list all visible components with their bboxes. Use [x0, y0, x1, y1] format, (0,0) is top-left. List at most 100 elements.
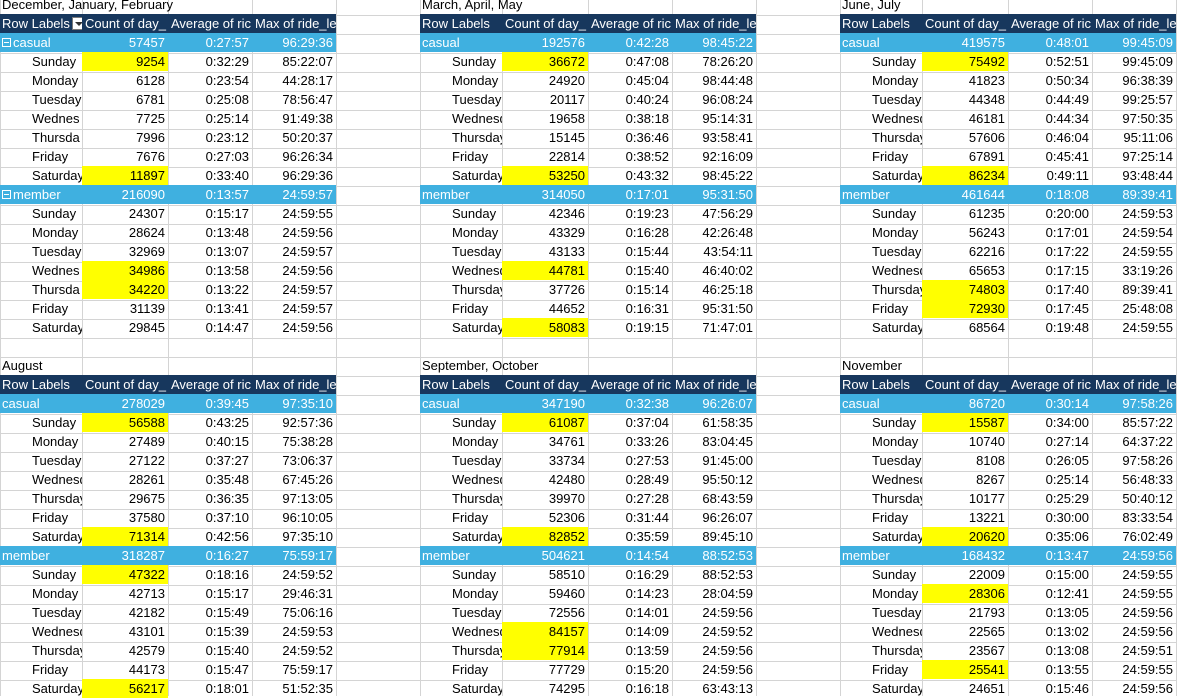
pivot-day-row[interactable]: Friday 31139 0:13:41 24:59:57	[0, 299, 336, 318]
group-average[interactable]: 0:30:14	[1045, 396, 1089, 411]
pivot-day-row[interactable]: Thursda 34220 0:13:22 24:59:57	[0, 280, 336, 299]
day-average[interactable]: 0:19:48	[1045, 320, 1089, 335]
day-average[interactable]: 0:15:40	[205, 643, 249, 658]
day-count[interactable]: 42182	[128, 605, 165, 620]
day-average[interactable]: 0:13:02	[1045, 624, 1089, 639]
day-average[interactable]: 0:15:20	[625, 662, 669, 677]
pivot-group-row[interactable]: member 216090 0:13:57 24:59:57	[0, 185, 336, 204]
day-count[interactable]: 22009	[968, 567, 1005, 582]
day-average[interactable]: 0:16:31	[625, 301, 669, 316]
pivot-day-row[interactable]: Monday 24920 0:45:04 98:44:48	[420, 71, 756, 90]
day-label[interactable]: Thursday	[32, 643, 82, 658]
day-label[interactable]: Friday	[32, 149, 69, 164]
group-average[interactable]: 0:48:01	[1045, 35, 1089, 50]
pivot-day-row[interactable]: Monday 28306 0:12:41 24:59:55	[840, 584, 1176, 603]
day-label[interactable]: Thursday	[32, 491, 82, 506]
day-label[interactable]: Saturday	[452, 681, 502, 696]
pivot-day-row[interactable]: Thursday 15145 0:36:46 93:58:41	[420, 128, 756, 147]
day-max[interactable]: 97:13:05	[282, 491, 333, 506]
average-header[interactable]: Average of ric	[171, 377, 251, 392]
day-label[interactable]: Saturday	[32, 681, 82, 696]
pivot-day-row[interactable]: Saturday 58083 0:19:15 71:47:01	[420, 318, 756, 337]
pivot-day-row[interactable]: Monday 34761 0:33:26 83:04:45	[420, 432, 756, 451]
group-count[interactable]: 216090	[121, 187, 165, 202]
pivot-day-row[interactable]: Monday 42713 0:15:17 29:46:31	[0, 584, 336, 603]
day-max[interactable]: 97:58:26	[1122, 453, 1173, 468]
day-count[interactable]: 59460	[548, 586, 585, 601]
day-label[interactable]: Thursda	[32, 282, 80, 297]
day-max[interactable]: 71:47:01	[702, 320, 753, 335]
row-labels-header[interactable]: Row Labels	[420, 375, 502, 394]
day-average[interactable]: 0:20:00	[1045, 206, 1089, 221]
day-average[interactable]: 0:13:08	[1045, 643, 1089, 658]
pivot-day-row[interactable]: Friday 44652 0:16:31 95:31:50	[420, 299, 756, 318]
day-count[interactable]: 25541	[922, 660, 1008, 679]
day-max[interactable]: 85:57:22	[1122, 415, 1173, 430]
pivot-day-row[interactable]: Friday 77729 0:15:20 24:59:56	[420, 660, 756, 679]
day-label[interactable]: Wednesday	[32, 624, 82, 639]
day-count[interactable]: 58083	[502, 318, 588, 337]
day-average[interactable]: 0:38:52	[625, 149, 669, 164]
day-label[interactable]: Sunday	[452, 567, 497, 582]
pivot-day-row[interactable]: Wednes 34986 0:13:58 24:59:56	[0, 261, 336, 280]
day-max[interactable]: 24:59:56	[1122, 681, 1173, 696]
day-max[interactable]: 24:59:56	[1122, 624, 1173, 639]
day-max[interactable]: 88:52:53	[702, 567, 753, 582]
day-count[interactable]: 33734	[548, 453, 585, 468]
day-average[interactable]: 0:19:23	[625, 206, 669, 221]
day-label[interactable]: Thursday	[452, 130, 502, 145]
day-average[interactable]: 0:45:04	[625, 73, 669, 88]
day-max[interactable]: 24:59:56	[702, 605, 753, 620]
day-label[interactable]: Friday	[32, 510, 69, 525]
day-max[interactable]: 83:04:45	[702, 434, 753, 449]
day-label[interactable]: Friday	[452, 510, 489, 525]
day-max[interactable]: 96:29:36	[282, 168, 333, 183]
pivot-day-row[interactable]: Monday 6128 0:23:54 44:28:17	[0, 71, 336, 90]
day-max[interactable]: 96:08:24	[702, 92, 753, 107]
day-max[interactable]: 93:48:44	[1122, 168, 1173, 183]
day-label[interactable]: Tuesday	[32, 92, 82, 107]
group-max[interactable]: 24:59:56	[1122, 548, 1173, 563]
group-count[interactable]: 86720	[968, 396, 1005, 411]
day-count[interactable]: 37726	[548, 282, 585, 297]
day-average[interactable]: 0:37:04	[625, 415, 669, 430]
day-count[interactable]: 72556	[548, 605, 585, 620]
day-count[interactable]: 57606	[968, 130, 1005, 145]
day-max[interactable]: 97:35:10	[282, 529, 333, 544]
pivot-day-row[interactable]: Tuesday 33734 0:27:53 91:45:00	[420, 451, 756, 470]
pivot-day-row[interactable]: Tuesday 44348 0:44:49 99:25:57	[840, 90, 1176, 109]
day-average[interactable]: 0:38:18	[625, 111, 669, 126]
day-max[interactable]: 92:57:36	[282, 415, 333, 430]
day-count[interactable]: 27122	[128, 453, 165, 468]
row-labels-header[interactable]: Row Labels	[0, 375, 82, 394]
group-label-cell[interactable]: member	[840, 546, 922, 565]
count-header[interactable]: Count of day_	[925, 16, 1006, 31]
pivot-day-row[interactable]: Wednesday 65653 0:17:15 33:19:26	[840, 261, 1176, 280]
day-count[interactable]: 56243	[968, 225, 1005, 240]
day-average[interactable]: 0:14:09	[625, 624, 669, 639]
day-max[interactable]: 24:59:54	[1122, 225, 1173, 240]
day-average[interactable]: 0:47:08	[625, 54, 669, 69]
group-count[interactable]: 314050	[541, 187, 585, 202]
day-average[interactable]: 0:13:48	[205, 225, 249, 240]
pivot-day-row[interactable]: Monday 28624 0:13:48 24:59:56	[0, 223, 336, 242]
day-label[interactable]: Friday	[452, 301, 489, 316]
day-label[interactable]: Friday	[452, 662, 489, 677]
day-label[interactable]: Sunday	[32, 54, 77, 69]
day-label[interactable]: Tuesday	[32, 605, 82, 620]
day-count[interactable]: 71314	[82, 527, 168, 546]
day-average[interactable]: 0:17:22	[1045, 244, 1089, 259]
day-label[interactable]: Tuesday	[872, 453, 922, 468]
day-count[interactable]: 15587	[922, 413, 1008, 432]
day-average[interactable]: 0:37:27	[205, 453, 249, 468]
row-labels-header[interactable]: Row Labels	[840, 375, 922, 394]
day-average[interactable]: 0:31:44	[625, 510, 669, 525]
day-count[interactable]: 67891	[968, 149, 1005, 164]
day-label[interactable]: Tuesday	[452, 453, 502, 468]
pivot-day-row[interactable]: Saturday 20620 0:35:06 76:02:49	[840, 527, 1176, 546]
day-average[interactable]: 0:16:28	[625, 225, 669, 240]
pivot-day-row[interactable]: Monday 59460 0:14:23 28:04:59	[420, 584, 756, 603]
day-count[interactable]: 9254	[82, 52, 168, 71]
day-label[interactable]: Tuesday	[872, 605, 922, 620]
group-max[interactable]: 99:45:09	[1122, 35, 1173, 50]
